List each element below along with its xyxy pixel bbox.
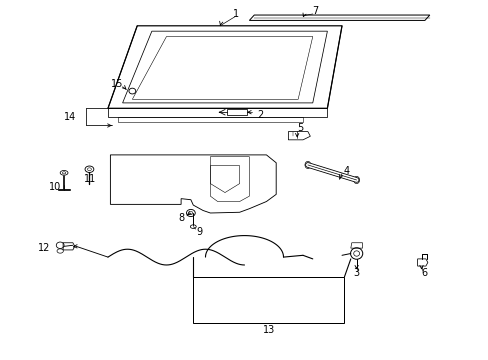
Text: 2: 2: [257, 111, 263, 121]
Text: 3: 3: [353, 268, 359, 278]
Text: 12: 12: [39, 243, 51, 253]
Bar: [193, 277, 344, 323]
Text: 11: 11: [83, 174, 96, 184]
Bar: [227, 109, 246, 116]
Text: 10: 10: [49, 182, 61, 192]
Text: 13: 13: [262, 325, 274, 335]
Ellipse shape: [305, 161, 310, 168]
Ellipse shape: [353, 176, 359, 184]
Text: 9: 9: [196, 227, 203, 237]
Text: 7: 7: [311, 6, 318, 17]
Text: 4: 4: [343, 166, 349, 176]
Text: 15: 15: [110, 79, 122, 89]
Text: 1: 1: [232, 9, 238, 19]
Text: 14: 14: [64, 112, 77, 122]
Text: 8: 8: [178, 213, 184, 222]
Text: 6: 6: [420, 268, 426, 278]
Text: 5: 5: [297, 123, 303, 133]
